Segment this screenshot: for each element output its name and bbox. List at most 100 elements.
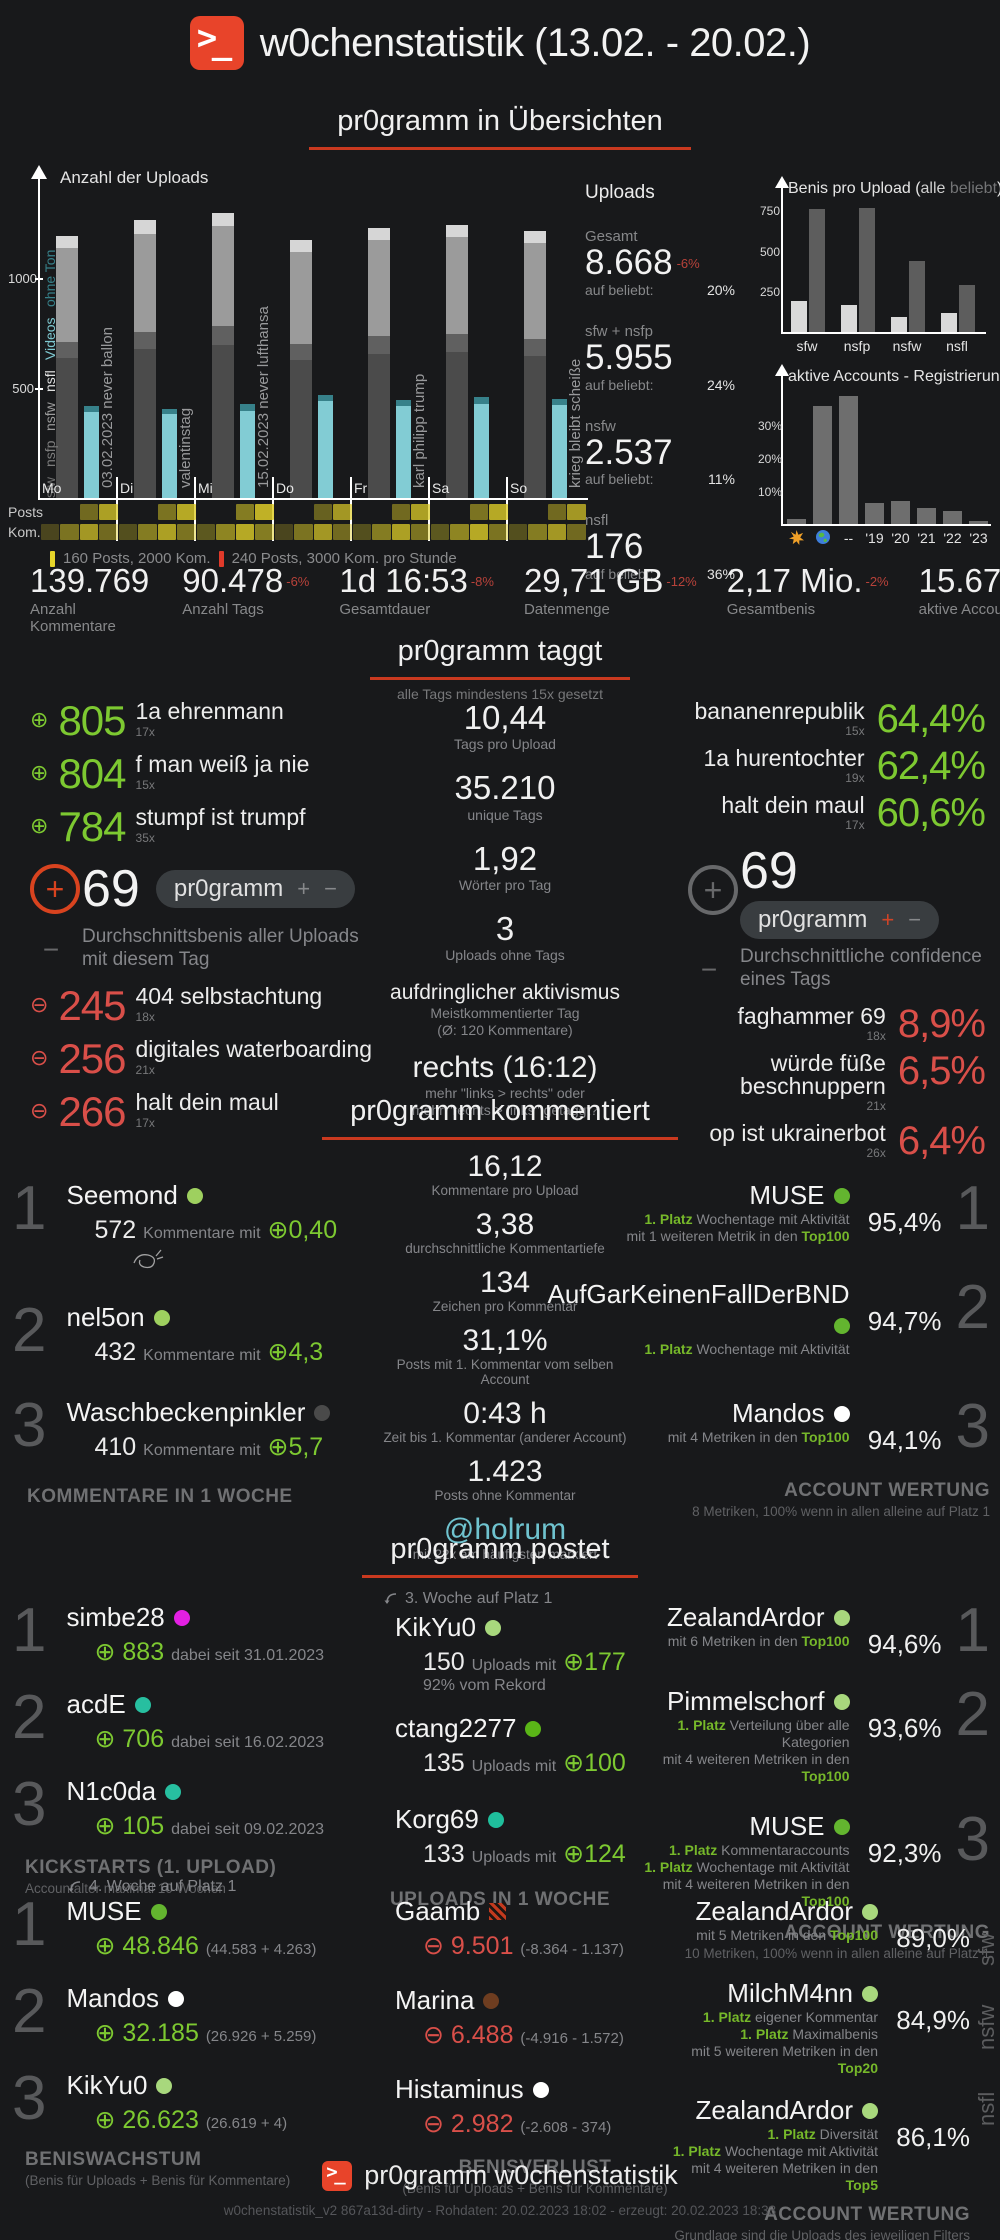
heat-cell (547, 504, 566, 520)
row-stat: ⊕ 883 dabei seit 31.01.2023 (94, 1638, 325, 1666)
user-mark-dot (167, 1991, 184, 2007)
user-mark-dot (532, 2082, 549, 2098)
metric-line: mit 4 weiteren Metriken in den Top5 (691, 2160, 878, 2193)
stat-label: Zeit bis 1. Kommentar (anderer Account) (383, 1430, 627, 1445)
heat-cell (255, 524, 274, 540)
tag-pill-label: pr0gramm (758, 906, 868, 933)
username: ctang2277 (395, 1713, 645, 1744)
rank-number: 3 (12, 1391, 47, 1460)
average-benis-badge: + 69 pr0gramm + − − Durchschnittsbenis alle… (30, 859, 375, 971)
bar-beliebt (959, 284, 975, 332)
plus-circle-icon: ⊕ (94, 2106, 116, 2134)
tag-meta: halt dein maul 17x (721, 792, 865, 833)
heat-cell (60, 524, 79, 540)
rank-number: 2 (955, 1680, 990, 1749)
stat-label: Kommentare pro Upload (431, 1183, 579, 1198)
user-mark-dot (833, 1406, 850, 1422)
heat-row-label-kom: Kom. (8, 524, 41, 540)
growth-row: 1 MUSE ⊕ 48.846 (44.583 + 4.263) (12, 1894, 352, 1961)
tag-benis: 804 (58, 750, 126, 797)
stat-value: 2,17 Mio. -2% (726, 562, 889, 599)
day-label: Do (276, 480, 294, 496)
uploader-row: Korg69 133 Uploads mit ⊕124 (395, 1804, 645, 1869)
user-mark-dot (833, 1188, 850, 1204)
row-body: KikYu0 ⊕ 26.623 (26.619 + 4) (66, 2070, 287, 2135)
heat-cell (274, 524, 293, 540)
stat-label: Posts mit 1. Kommentar vom selben Accoun… (396, 1357, 614, 1387)
stat-value: 31,1% (462, 1324, 548, 1357)
bar-'19 (865, 502, 884, 524)
column-footer: KICKSTARTS (1. UPLOAD) (25, 1857, 277, 1878)
bar-'21 (917, 507, 936, 524)
center-stat: 16,12 Kommentare pro Upload (375, 1150, 635, 1198)
stat-delta: -6% (676, 256, 700, 271)
heat-cell (430, 524, 449, 540)
bar-nsfl (212, 212, 234, 226)
wertung-percent: 86,1% (896, 2122, 970, 2152)
wertung-percent: 84,9% (896, 2005, 970, 2035)
stat-label: Uploads ohne Tags (445, 947, 565, 964)
links-rechts-stat: rechts (16:12) mehr "links > rechts" ode… (375, 1051, 635, 1119)
benisverlust-column: Gaamb ⊖ 9.501 (-8.364 - 1.137) Marina ⊖ … (395, 1896, 675, 2196)
x-axis (781, 524, 991, 526)
y-axis-arrow-icon (775, 364, 789, 376)
bar-videos (240, 410, 255, 498)
mention-label: mit 22x am häufigsten markiert (412, 1547, 598, 1562)
bar-🌍 (813, 405, 832, 524)
wertung-row: Mandos mit 4 Metriken in den Top100 94,1… (625, 1396, 990, 1458)
bar-'23 (969, 521, 988, 524)
stat-label: nsfw (585, 417, 616, 435)
day-label: Mi (198, 480, 213, 496)
row-body: Seemond 572 Kommentare mit ⊕0,40 (66, 1180, 337, 1276)
username: Korg69 (395, 1804, 645, 1835)
metric-line: 1. Platz Verteilung über alle Kategorien (677, 1717, 850, 1750)
beniswachstum-column: 4. Woche auf Platz 1 1 MUSE ⊕ 48.846 (44… (12, 1878, 352, 2188)
column-footer-sub: Grundlage sind die Uploads des jeweilige… (674, 2228, 970, 2240)
bar-sfw (290, 360, 312, 498)
stat-value: 176 (585, 527, 644, 567)
rank-number: 2 (12, 1683, 47, 1752)
username: Marina (395, 1985, 675, 2016)
heat-cell (450, 504, 469, 520)
rank-number: 1 (12, 1596, 47, 1665)
center-stat: 1,92 Wörter pro Tag (375, 840, 635, 893)
badge-value: 69 (740, 842, 798, 900)
heat-cell (294, 524, 313, 540)
row-body: MUSE ⊕ 48.846 (44.583 + 4.263) (66, 1896, 316, 1961)
top-tag-row: ⊕ 804 f man weiß ja nie 15x (30, 753, 375, 795)
wertung-percent: 93,6% (867, 1713, 942, 1743)
heat-cell (372, 504, 391, 520)
minus-circle-icon: − (42, 934, 60, 965)
heat-cell (353, 504, 372, 520)
metric-line: mit 4 weiteren Metriken in den Top100 (662, 1876, 850, 1909)
user-mark-dot (862, 2103, 878, 2119)
section-taggt-heading: pr0gramm taggt alle Tags mindestens 15x … (0, 635, 1000, 702)
stat-value: 139.769 (30, 562, 150, 599)
stat-label: Gesamtdauer (339, 601, 431, 618)
stat-tags: 90.478 -6% Anzahl Tags (152, 562, 309, 635)
row-body: ZealandArdor 1. Platz Diversität 1. Plat… (655, 2095, 878, 2194)
plus-circle-icon: ⊕ (30, 707, 49, 732)
y-tick-label: 500 (759, 244, 780, 259)
plus-circle-icon: ⊕ (563, 1749, 585, 1777)
username: Mandos (625, 1398, 850, 1429)
bar-nsfw (134, 233, 156, 332)
heat-cell (119, 504, 138, 520)
tag-pill-label: pr0gramm (173, 875, 284, 902)
confidence-flop-row: würde füße beschnuppern 21x 6,5% (620, 1051, 986, 1113)
commenter-row: 1 Seemond 572 Kommentare mit ⊕0,40 (12, 1178, 382, 1276)
chart-title: Anzahl der Uploads (60, 168, 209, 187)
bar-nsfl (446, 224, 468, 237)
heat-cell (41, 504, 60, 520)
category-label: nsfw (892, 338, 922, 354)
heat-cell (469, 504, 488, 520)
category-label: '19 (865, 530, 884, 546)
rank-number: 2 (12, 1977, 47, 2046)
tag-benis: 784 (58, 803, 126, 850)
username: KikYu0 (395, 1612, 645, 1643)
heat-cell (391, 524, 410, 540)
column-footer-wrap: ACCOUNT WERTUNG 10 Metriken, 100% wenn i… (640, 1922, 990, 1961)
category-label: '23 (969, 530, 988, 546)
stat-gesamtbenis: 2,17 Mio. -2% Gesamtbenis (697, 562, 889, 635)
bar-nsfw (56, 247, 78, 342)
